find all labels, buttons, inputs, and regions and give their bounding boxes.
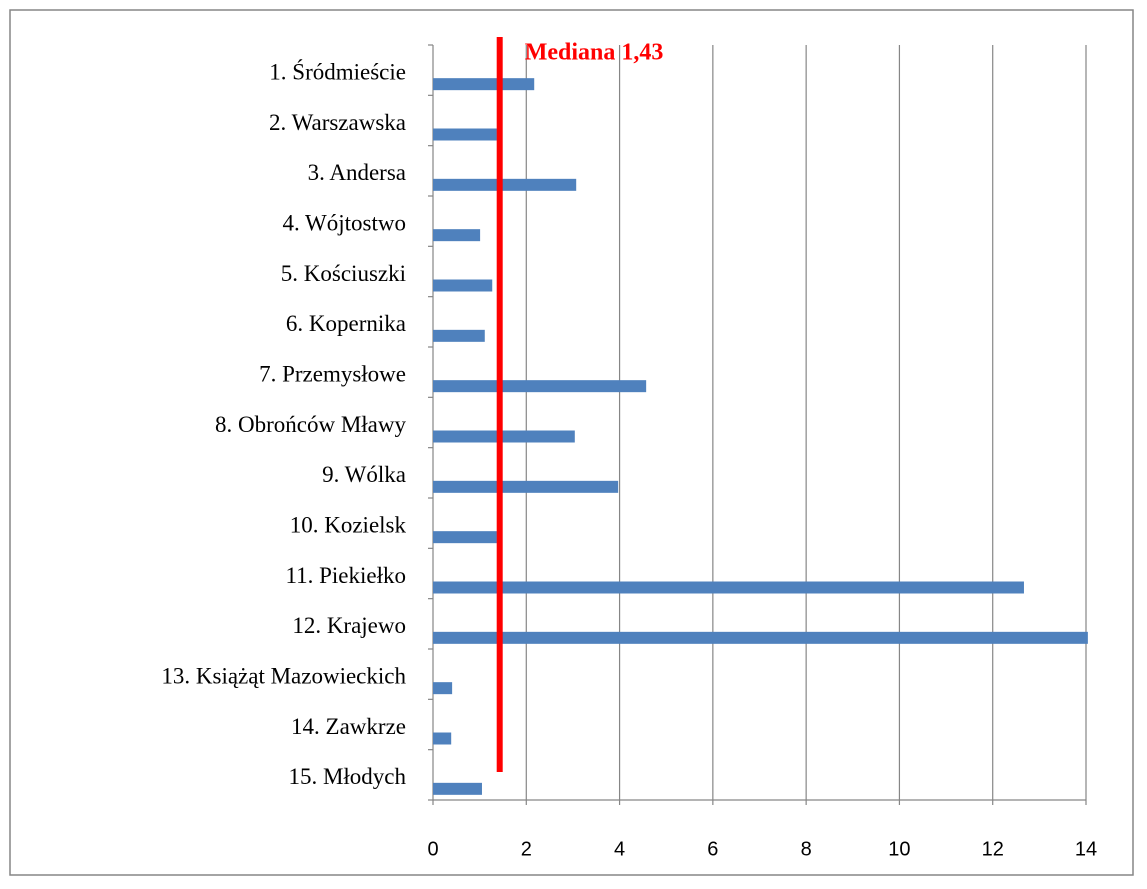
- y-tick-label: 2. Warszawska: [269, 110, 406, 135]
- median-label: Mediana 1,43: [525, 40, 664, 66]
- x-tick-label: 6: [707, 838, 718, 860]
- x-tick-label: 10: [888, 838, 910, 860]
- y-tick-label: 12. Krajewo: [292, 613, 406, 638]
- x-tick-label: 8: [801, 838, 812, 860]
- bar: [433, 178, 577, 191]
- y-tick-label: 15. Młodych: [288, 764, 406, 789]
- bar: [433, 380, 647, 393]
- y-tick-label: 6. Kopernika: [286, 311, 406, 336]
- y-tick-label: 3. Andersa: [308, 160, 406, 185]
- bar: [433, 531, 497, 544]
- bar: [433, 631, 1088, 644]
- bar: [433, 128, 497, 141]
- y-tick-label: 5. Kościuszki: [281, 261, 406, 286]
- y-tick-label: 7. Przemysłowe: [259, 361, 406, 386]
- y-tick-label: 8. Obrońców Mławy: [215, 412, 406, 437]
- x-tick-label: 0: [427, 838, 438, 860]
- y-tick-label: 14. Zawkrze: [291, 714, 406, 739]
- bar: [433, 430, 575, 443]
- y-tick-label: 9. Wólka: [322, 462, 406, 487]
- bar: [433, 279, 493, 292]
- bar: [433, 329, 485, 342]
- y-tick-label: 4. Wójtostwo: [282, 210, 406, 235]
- bar: [433, 682, 453, 695]
- y-tick-label: 1. Śródmieście: [269, 58, 406, 84]
- y-tick-label: 13. Książąt Mazowieckich: [161, 663, 406, 688]
- y-tick-label: 10. Kozielsk: [290, 512, 407, 537]
- bar: [433, 480, 619, 493]
- x-tick-label: 2: [521, 838, 532, 860]
- x-tick-label: 14: [1075, 838, 1097, 860]
- bar: [433, 581, 1024, 594]
- y-tick-label: 11. Piekiełko: [285, 563, 406, 588]
- bar: [433, 732, 452, 745]
- bar: [433, 78, 535, 91]
- bar: [433, 229, 481, 242]
- x-tick-label: 12: [982, 838, 1004, 860]
- x-tick-label: 4: [614, 838, 625, 860]
- bar: [433, 782, 482, 795]
